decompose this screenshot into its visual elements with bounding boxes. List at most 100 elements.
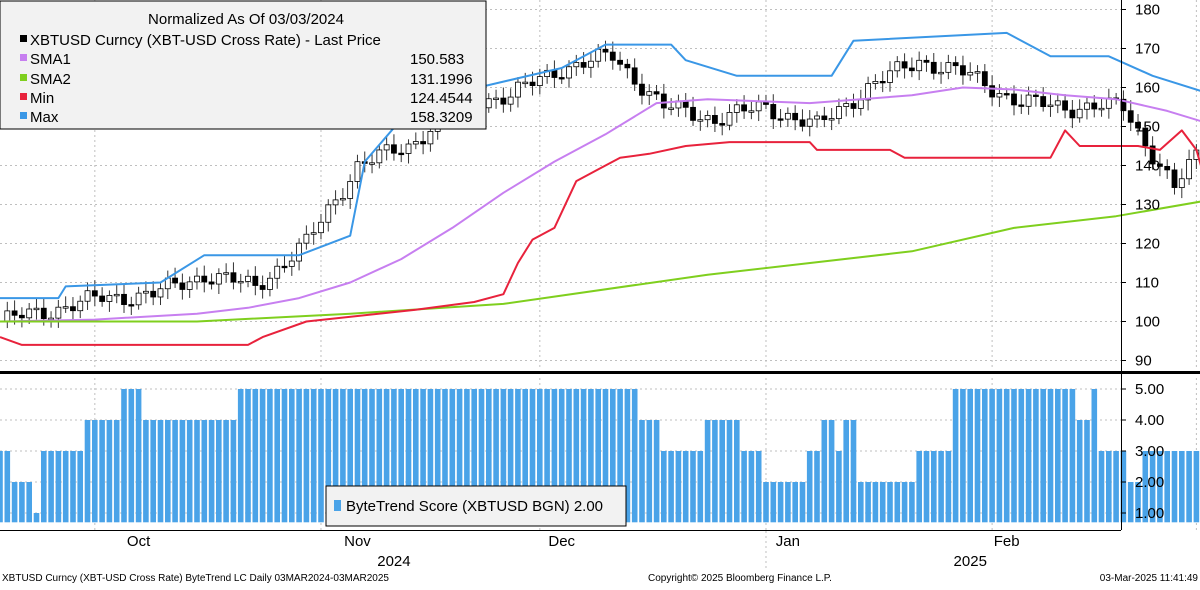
score-bar — [26, 482, 32, 523]
candle-body — [1076, 108, 1083, 119]
score-bar — [1055, 389, 1061, 523]
score-bar — [216, 420, 222, 523]
score-bar — [135, 389, 142, 523]
candle-body — [215, 273, 222, 285]
y-tick-label-score: 1.00 — [1135, 505, 1164, 522]
legend-value-sma1: 150.583 — [410, 51, 464, 68]
candle-body — [1040, 96, 1047, 108]
legend-label-max: Max — [30, 109, 59, 126]
score-bar — [150, 420, 156, 523]
score-bar — [909, 482, 915, 523]
candle-body — [252, 275, 259, 286]
y-tick-label-main: 90 — [1135, 353, 1152, 370]
score-bar — [303, 389, 310, 523]
score-bar — [828, 420, 835, 523]
score-bar — [478, 389, 485, 523]
score-bar — [398, 389, 404, 523]
score-bar — [763, 482, 769, 523]
legend-value-max: 158.3209 — [410, 109, 473, 126]
score-bar — [1069, 389, 1076, 523]
score-bar — [588, 389, 594, 523]
candle-body — [48, 317, 54, 321]
candle-body — [332, 199, 339, 206]
score-bar — [471, 389, 477, 523]
score-bar — [945, 451, 952, 523]
score-bar — [1171, 451, 1178, 523]
score-bar — [639, 420, 645, 523]
candle-body — [952, 62, 959, 67]
candle-body — [850, 103, 857, 109]
score-bar — [223, 420, 229, 523]
score-bar — [1106, 451, 1112, 523]
candle-body — [485, 98, 492, 109]
score-bar — [1076, 420, 1083, 523]
score-bar — [1157, 451, 1163, 523]
candle-body — [945, 62, 952, 73]
score-bar — [814, 451, 820, 523]
score-bar — [405, 389, 412, 523]
candle-body — [1135, 121, 1141, 129]
score-bar — [734, 420, 740, 523]
score-bar — [434, 389, 441, 523]
candle-body — [1054, 100, 1061, 106]
x-tick-label-month: Oct — [127, 533, 151, 550]
candle-body — [981, 71, 988, 87]
candle-body — [814, 115, 820, 120]
score-bar — [1149, 451, 1156, 523]
score-bar — [610, 389, 616, 523]
score-bar — [617, 389, 623, 523]
score-bar — [1025, 389, 1032, 523]
score-bar — [537, 389, 543, 523]
y-tick-label-main: 160 — [1135, 80, 1160, 97]
candle-body — [1098, 107, 1105, 111]
candle-body — [865, 83, 872, 101]
score-bar — [493, 389, 499, 523]
candle-body — [587, 60, 594, 68]
score-bar — [529, 389, 536, 523]
score-bar — [427, 389, 434, 523]
candle-body — [1120, 98, 1127, 112]
score-bar — [252, 389, 259, 523]
score-bar — [41, 451, 47, 523]
score-bar — [974, 389, 981, 523]
candle-body — [522, 81, 529, 85]
lines-layer — [0, 31, 1200, 346]
candle-body — [806, 118, 813, 127]
candle-body — [690, 106, 696, 121]
candle-body — [617, 59, 623, 65]
score-bar — [1003, 389, 1010, 523]
y-tick-label-score: 3.00 — [1135, 443, 1164, 460]
candle-body — [551, 69, 558, 78]
score-bar — [318, 389, 324, 523]
score-bar — [785, 482, 791, 523]
candle-body — [55, 306, 62, 319]
candle-body — [412, 141, 419, 145]
candle-body — [493, 97, 499, 100]
candle-body — [602, 48, 609, 53]
candle-body — [1178, 178, 1185, 188]
y-tick-label-main: 180 — [1135, 2, 1160, 19]
score-bar — [361, 389, 368, 523]
legend-box — [0, 0, 487, 130]
x-tick-label-year: 2024 — [377, 553, 410, 570]
score-bar — [340, 389, 346, 523]
candle-body — [1011, 93, 1017, 106]
score-bar — [675, 451, 682, 523]
y-tick-label-main: 110 — [1135, 275, 1159, 292]
candle-body — [1186, 159, 1192, 180]
series-sma2-line — [0, 200, 1200, 323]
candle-body — [339, 198, 346, 201]
candle-body — [624, 63, 631, 69]
score-legend-swatch — [334, 500, 341, 511]
x-tick-label-month: Nov — [344, 533, 371, 550]
candle-body — [887, 70, 893, 83]
candle-body — [930, 61, 937, 74]
score-bar — [1120, 451, 1127, 523]
score-bar — [952, 389, 959, 523]
footer-center: Copyright© 2025 Bloomberg Finance L.P. — [648, 573, 832, 584]
candle-body — [646, 91, 653, 96]
score-bar — [1193, 451, 1200, 523]
score-bar — [1033, 389, 1039, 523]
y-tick-label-main: 170 — [1135, 41, 1160, 58]
score-bar — [500, 389, 507, 523]
